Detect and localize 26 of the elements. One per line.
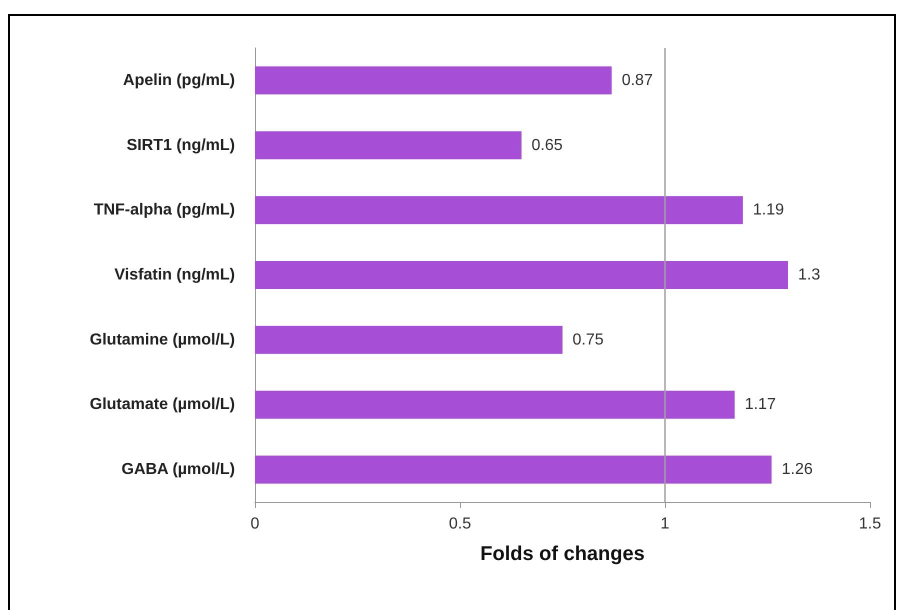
y-tick-label: TNF-alpha (pg/mL) bbox=[94, 202, 235, 219]
x-axis-title: Folds of changes bbox=[480, 543, 645, 565]
data-label: 0.75 bbox=[572, 331, 604, 348]
y-tick-label: Glutamate (µmol/L) bbox=[90, 396, 235, 414]
y-tick-label: GABA (µmol/L) bbox=[122, 461, 235, 478]
bar bbox=[255, 196, 743, 224]
data-label: 0.65 bbox=[532, 136, 563, 154]
bar bbox=[255, 131, 522, 160]
data-label: 1.19 bbox=[752, 202, 784, 219]
data-label: 1.17 bbox=[744, 396, 776, 414]
y-tick-label: Visfatin (ng/mL) bbox=[114, 266, 235, 284]
bar bbox=[255, 390, 735, 419]
data-label: 1.3 bbox=[798, 266, 820, 284]
x-tick-label: 0 bbox=[250, 516, 260, 532]
bar bbox=[255, 456, 772, 484]
x-tick-label: 1.5 bbox=[858, 516, 882, 532]
bar bbox=[255, 261, 788, 289]
y-tick-label: Glutamine (µmol/L) bbox=[90, 331, 235, 348]
x-tick-label: 1 bbox=[660, 516, 670, 532]
data-label: 1.26 bbox=[782, 461, 813, 478]
x-tick-label: 0.5 bbox=[448, 516, 472, 532]
y-tick-label: Apelin (pg/mL) bbox=[123, 72, 235, 89]
bar bbox=[255, 326, 562, 354]
y-tick-label: SIRT1 (ng/mL) bbox=[126, 136, 235, 154]
bar bbox=[255, 66, 612, 94]
data-label: 0.87 bbox=[622, 72, 653, 89]
